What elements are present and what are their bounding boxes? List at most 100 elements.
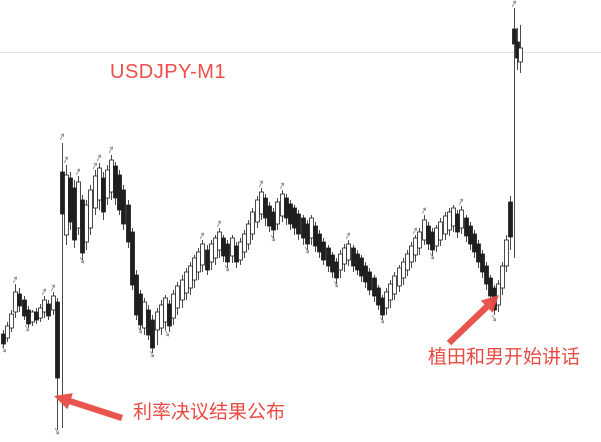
- candle-body: [417, 231, 422, 249]
- fractal-down-icon: [304, 247, 310, 254]
- fractal-down-icon: [333, 281, 339, 288]
- fractal-up-icon: [258, 180, 264, 187]
- candle-body: [76, 181, 81, 229]
- candle-body: [68, 177, 73, 223]
- candle-body: [250, 211, 255, 235]
- candle-body: [355, 253, 360, 271]
- candle-body: [263, 197, 268, 219]
- candle-body: [9, 313, 14, 329]
- candle-body: [42, 299, 47, 313]
- candle-body: [476, 243, 481, 263]
- candle-body: [280, 193, 285, 217]
- candle-body: [221, 237, 226, 257]
- candle-body: [130, 231, 135, 286]
- annotation-rate-decision-label: 利率决议结果公布: [133, 402, 286, 423]
- fractal-up-icon: [12, 276, 18, 283]
- candle-body: [101, 177, 106, 213]
- fractal-down-icon: [79, 257, 85, 264]
- fractal-up-icon: [108, 146, 114, 153]
- candle-body: [134, 274, 139, 316]
- candle-body: [205, 249, 210, 271]
- candle-body: [34, 311, 39, 321]
- fractal-up-icon: [421, 207, 427, 214]
- candle-body: [26, 309, 31, 325]
- candle-body: [518, 47, 523, 63]
- candle-body: [163, 297, 168, 323]
- fractal-up-icon: [96, 154, 102, 161]
- fractal-down-icon: [54, 428, 60, 435]
- candle-body: [113, 165, 118, 199]
- candle-body: [500, 265, 505, 289]
- candle-body: [225, 243, 230, 263]
- candle-body: [150, 319, 155, 349]
- annotation-ueda-speech-label: 植田和男开始讲话: [428, 347, 581, 368]
- fractal-down-icon: [24, 325, 30, 332]
- candle-body: [351, 247, 356, 267]
- candle-body: [426, 225, 431, 245]
- candle-body: [484, 265, 489, 285]
- fractal-up-icon: [199, 232, 205, 239]
- fractal-up-icon: [75, 168, 81, 175]
- candle-body: [167, 303, 172, 327]
- candle-body: [430, 231, 435, 251]
- candle-body: [397, 267, 402, 287]
- fractal-down-icon: [164, 330, 170, 337]
- candle-body: [84, 204, 89, 243]
- candle-body: [468, 225, 473, 245]
- candle-body: [384, 291, 389, 309]
- candle-body: [504, 239, 509, 267]
- candle-body: [109, 159, 114, 193]
- candle-body: [180, 279, 185, 301]
- fractal-down-icon: [491, 315, 497, 322]
- candle-body: [434, 227, 439, 247]
- fractal-up-icon: [216, 220, 222, 227]
- candle-body: [359, 257, 364, 277]
- candle-body: [159, 304, 164, 329]
- candle-body: [455, 213, 460, 233]
- fractal-up-icon: [511, 0, 517, 7]
- candle-body: [80, 199, 85, 254]
- candle-body: [242, 233, 247, 253]
- fractal-up-icon: [50, 284, 56, 291]
- fractal-down-icon: [137, 327, 143, 334]
- candle-body: [117, 174, 122, 211]
- candle-body: [60, 171, 65, 215]
- candle-body: [288, 203, 293, 225]
- candle-body: [105, 169, 110, 199]
- candle-body: [447, 211, 452, 231]
- candle-body: [496, 283, 501, 306]
- candle-body: [422, 219, 427, 241]
- candle-body: [259, 191, 264, 215]
- candle-body: [196, 251, 201, 273]
- candle-body: [121, 189, 126, 225]
- candle-body: [51, 295, 56, 311]
- candle-body: [217, 231, 222, 251]
- candle-body: [17, 293, 22, 307]
- candle-body: [30, 311, 35, 323]
- candle-body: [380, 297, 385, 316]
- candle-body: [188, 265, 193, 289]
- candle-body: [22, 299, 27, 317]
- candle-body: [317, 233, 322, 253]
- fractal-up-icon: [59, 133, 65, 140]
- candle-body: [508, 201, 513, 238]
- candle-body: [296, 213, 301, 235]
- candle-body: [372, 277, 377, 297]
- candle-body: [55, 301, 60, 379]
- candle-body: [321, 241, 326, 261]
- candle-body: [330, 254, 335, 273]
- candle-body: [88, 189, 93, 229]
- candle-body: [512, 28, 517, 45]
- candle-body: [234, 245, 239, 263]
- candle-body: [488, 277, 493, 297]
- candle-body: [138, 293, 143, 326]
- candle-body: [255, 199, 260, 223]
- fractal-down-icon: [224, 265, 230, 272]
- candle-body: [38, 307, 43, 319]
- fractal-down-icon: [1, 346, 7, 353]
- candle-body: [326, 247, 331, 267]
- candle-body: [64, 174, 69, 236]
- fractal-up-icon: [412, 227, 418, 234]
- candle-body: [472, 233, 477, 253]
- candle-body: [184, 271, 189, 294]
